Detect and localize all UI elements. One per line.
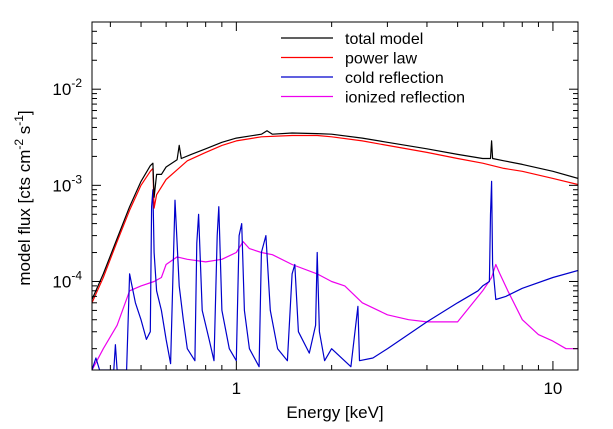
y-axis-title-exp1: -2 [12,139,26,150]
legend-label: power law [345,51,417,68]
legend-label: cold reflection [345,70,444,87]
labels-layer: 1 10 10-4 10-3 10-2 [52,76,562,398]
x-tick-label: 10 [543,379,562,398]
y-axis-title-exp2: -1 [12,115,26,126]
y-axis-title-mid: s [15,126,34,139]
series-layer [92,130,578,370]
x-tick-label: 1 [232,379,241,398]
y-axis-title-end: ] [15,110,34,115]
y-tick-label: 10-2 [52,76,82,99]
series-line-total-model [92,130,578,300]
series-line-ionized-reflection [92,241,578,370]
y-tick-label: 10-4 [52,268,82,291]
x-axis-title: Energy [keV] [286,403,383,422]
series-line-power-law [92,134,578,304]
ticks-layer [92,21,578,370]
legend-label: total model [345,31,423,48]
y-axis-title-base: model flux [cts cm [15,150,34,286]
series-line-cold-reflection [92,180,578,370]
y-axis-title: model flux [cts cm-2 s-1] [12,110,34,285]
legend: total model power law cold reflection ioniz… [281,31,465,107]
legend-label: ionized reflection [345,90,465,107]
y-tick-label: 10-3 [52,172,82,195]
plot-frame [91,21,579,371]
